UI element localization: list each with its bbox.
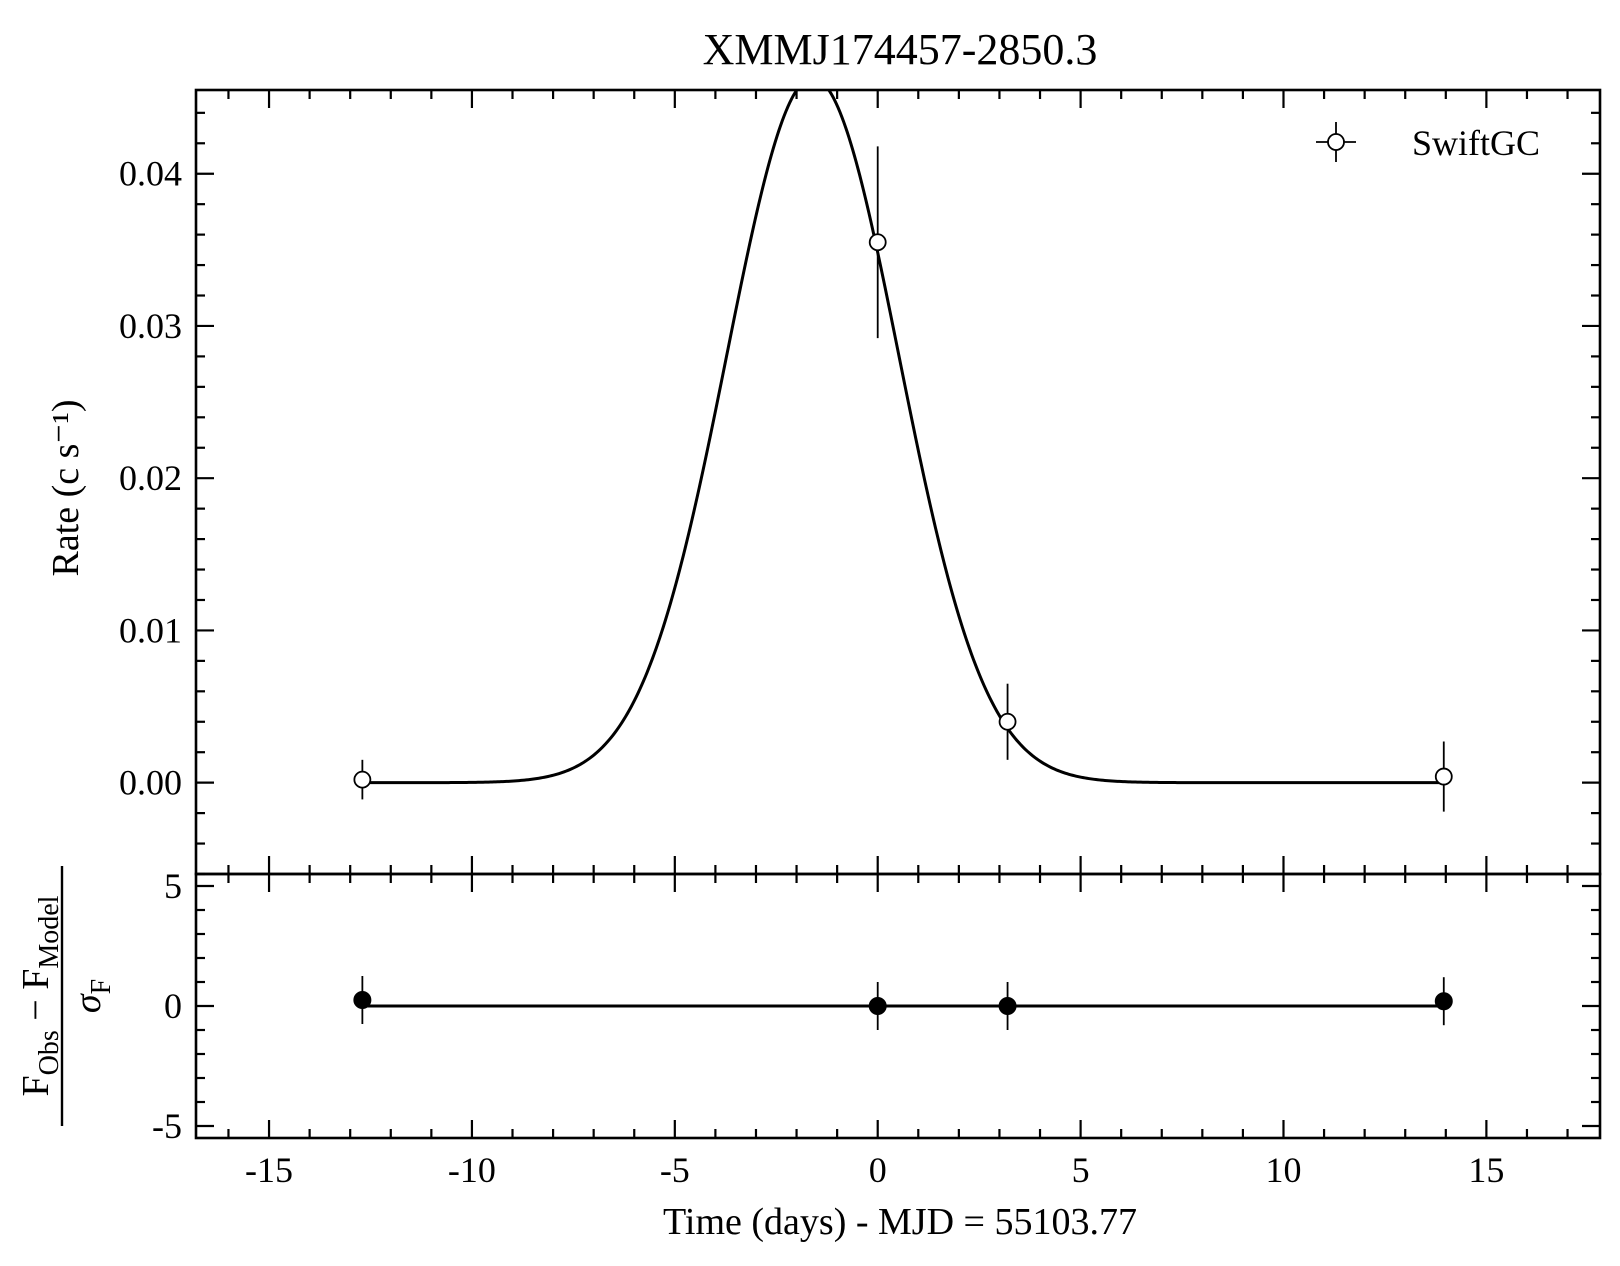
x-tick-label: 5 <box>1072 1150 1090 1190</box>
y-axis-label-rate-text: Rate (c s⁻¹) <box>45 399 87 576</box>
y-axis-label-rate: Rate (c s⁻¹) <box>45 399 87 576</box>
y-tick-label: 0.04 <box>119 154 182 194</box>
y-tick-label: 0.01 <box>119 610 182 650</box>
chart-title: XMMJ174457-2850.3 <box>703 25 1098 74</box>
main-series <box>353 146 1453 812</box>
residuals-frame <box>194 872 1602 1140</box>
main-frame <box>194 88 1602 876</box>
y-tick-label: 0 <box>164 986 182 1026</box>
residuals-x-ticks <box>227 874 1569 1138</box>
y-tick-label: -5 <box>152 1106 182 1146</box>
rate-panel: 0.00 0.01 0.02 0.03 0.04 SwiftGC <box>119 88 1602 876</box>
residual-denominator: σF <box>67 979 117 1013</box>
x-tick-label: 10 <box>1265 1150 1301 1190</box>
residual-numerator: FObs − FModel <box>15 895 65 1096</box>
y-tick-label: 0.00 <box>119 763 182 803</box>
y-tick-label: 0.03 <box>119 306 182 346</box>
numerator-f-obs: F <box>15 1075 57 1096</box>
x-tick-label: -10 <box>448 1150 496 1190</box>
data-point <box>353 770 372 789</box>
x-axis-label: Time (days) - MJD = 55103.77 <box>663 1201 1137 1243</box>
legend-label: SwiftGC <box>1412 123 1540 163</box>
residual-panel: -5 0 5 -15 -10 -5 0 5 10 15 <box>152 866 1602 1190</box>
main-x-ticks <box>227 90 1569 874</box>
main-model <box>362 90 1444 785</box>
numerator-f-model: F <box>15 969 57 990</box>
numerator-model-sub: Model <box>34 895 65 968</box>
numerator-minus: − <box>15 990 57 1030</box>
x-tick-label: -15 <box>245 1150 293 1190</box>
residuals-y-ticks: -5 0 5 <box>152 866 1600 1146</box>
model-curve <box>362 90 1444 785</box>
residual-point <box>998 997 1017 1015</box>
residual-point <box>1434 992 1453 1011</box>
denominator-sigma: σ <box>67 993 109 1013</box>
legend-marker <box>1327 133 1345 151</box>
x-tick-labels: -15 -10 -5 0 5 10 15 <box>245 1150 1504 1190</box>
residual-point <box>353 991 372 1009</box>
data-point <box>868 233 887 252</box>
x-tick-label: 0 <box>869 1150 887 1190</box>
residuals-series <box>353 976 1453 1030</box>
main-y-ticks: 0.00 0.01 0.02 0.03 0.04 <box>119 111 1600 876</box>
numerator-obs-sub: Obs <box>34 1030 65 1075</box>
data-point <box>1434 767 1453 786</box>
legend: SwiftGC <box>1316 122 1540 163</box>
x-tick-label: -5 <box>660 1150 690 1190</box>
residual-point <box>868 997 887 1015</box>
y-tick-label: 0.02 <box>119 458 182 498</box>
data-point <box>998 712 1017 731</box>
x-tick-label: 15 <box>1468 1150 1504 1190</box>
y-tick-label: 5 <box>164 866 182 906</box>
denominator-sigma-sub: F <box>86 979 117 995</box>
